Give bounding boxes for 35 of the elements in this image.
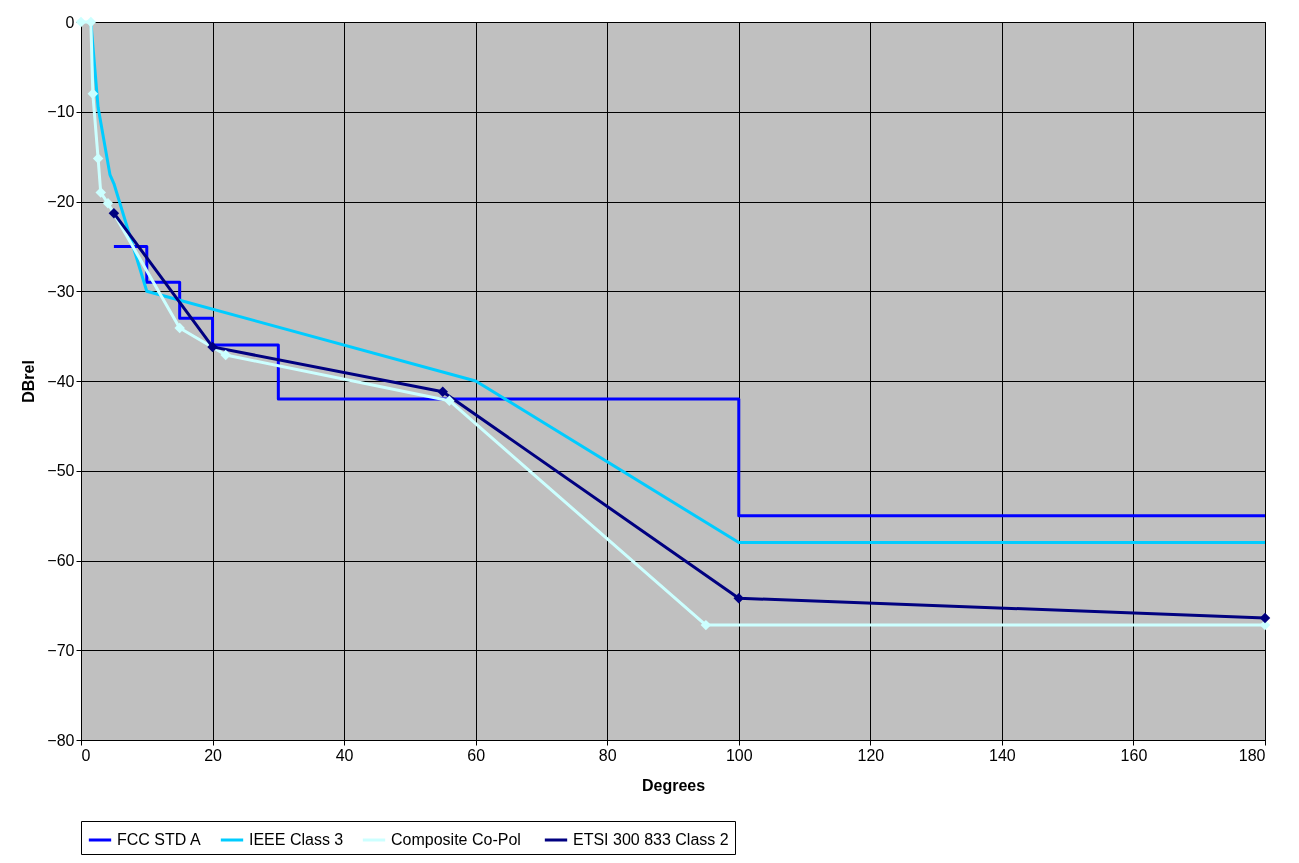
point xyxy=(444,395,455,406)
x-axis-title: Degrees xyxy=(641,776,706,794)
point xyxy=(108,207,120,219)
y-tick-label: −30 xyxy=(47,282,75,300)
point xyxy=(220,349,231,361)
point xyxy=(95,187,106,198)
x-tick-label: 80 xyxy=(598,746,617,764)
legend-label: FCC STD A xyxy=(117,831,201,848)
y-tick-label: −60 xyxy=(47,552,75,569)
y-tick-label: −20 xyxy=(47,193,75,210)
x-tick-label: 160 xyxy=(1120,746,1148,764)
x-tick-label: 40 xyxy=(335,746,354,764)
x-tick-label: 120 xyxy=(857,746,885,764)
y-tick-label: −10 xyxy=(47,103,75,121)
y-axis-title: DBrel xyxy=(20,360,38,403)
x-tick-label: 140 xyxy=(989,746,1016,764)
legend-label: IEEE Class 3 xyxy=(249,831,344,848)
y-tick-label: −70 xyxy=(47,641,75,659)
x-tick-label: 180 xyxy=(1238,746,1266,764)
x-tick-label: 60 xyxy=(467,746,486,764)
y-tick-label: −50 xyxy=(47,462,75,480)
y-tick-label: −40 xyxy=(47,372,75,390)
legend-label: ETSI 300 833 Class 2 xyxy=(573,831,729,848)
x-tick-label: 100 xyxy=(725,746,753,764)
point xyxy=(437,386,449,398)
x-tick-label: 0 xyxy=(81,746,91,764)
legend-label: Composite Co-Pol xyxy=(391,831,521,848)
point xyxy=(207,341,218,353)
line-series xyxy=(112,244,1267,518)
y-tick-label: −80 xyxy=(47,731,75,749)
x-tick-label: 20 xyxy=(204,746,223,764)
point xyxy=(174,322,185,334)
point xyxy=(92,153,104,164)
point xyxy=(102,198,114,209)
y-tick-label: 0 xyxy=(65,13,75,31)
